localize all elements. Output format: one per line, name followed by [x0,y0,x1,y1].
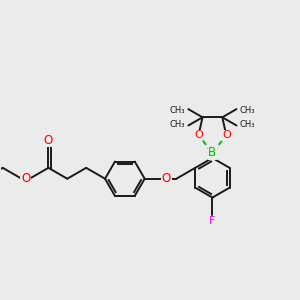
Text: CH₃: CH₃ [170,120,185,129]
Text: CH₃: CH₃ [239,106,255,115]
Text: O: O [44,134,53,147]
Text: CH₃: CH₃ [170,106,185,115]
Text: O: O [222,130,231,140]
Text: B: B [208,146,217,160]
Text: O: O [162,172,171,185]
Text: O: O [194,130,203,140]
Text: O: O [21,172,30,185]
Text: F: F [209,216,216,226]
Text: CH₃: CH₃ [239,120,255,129]
